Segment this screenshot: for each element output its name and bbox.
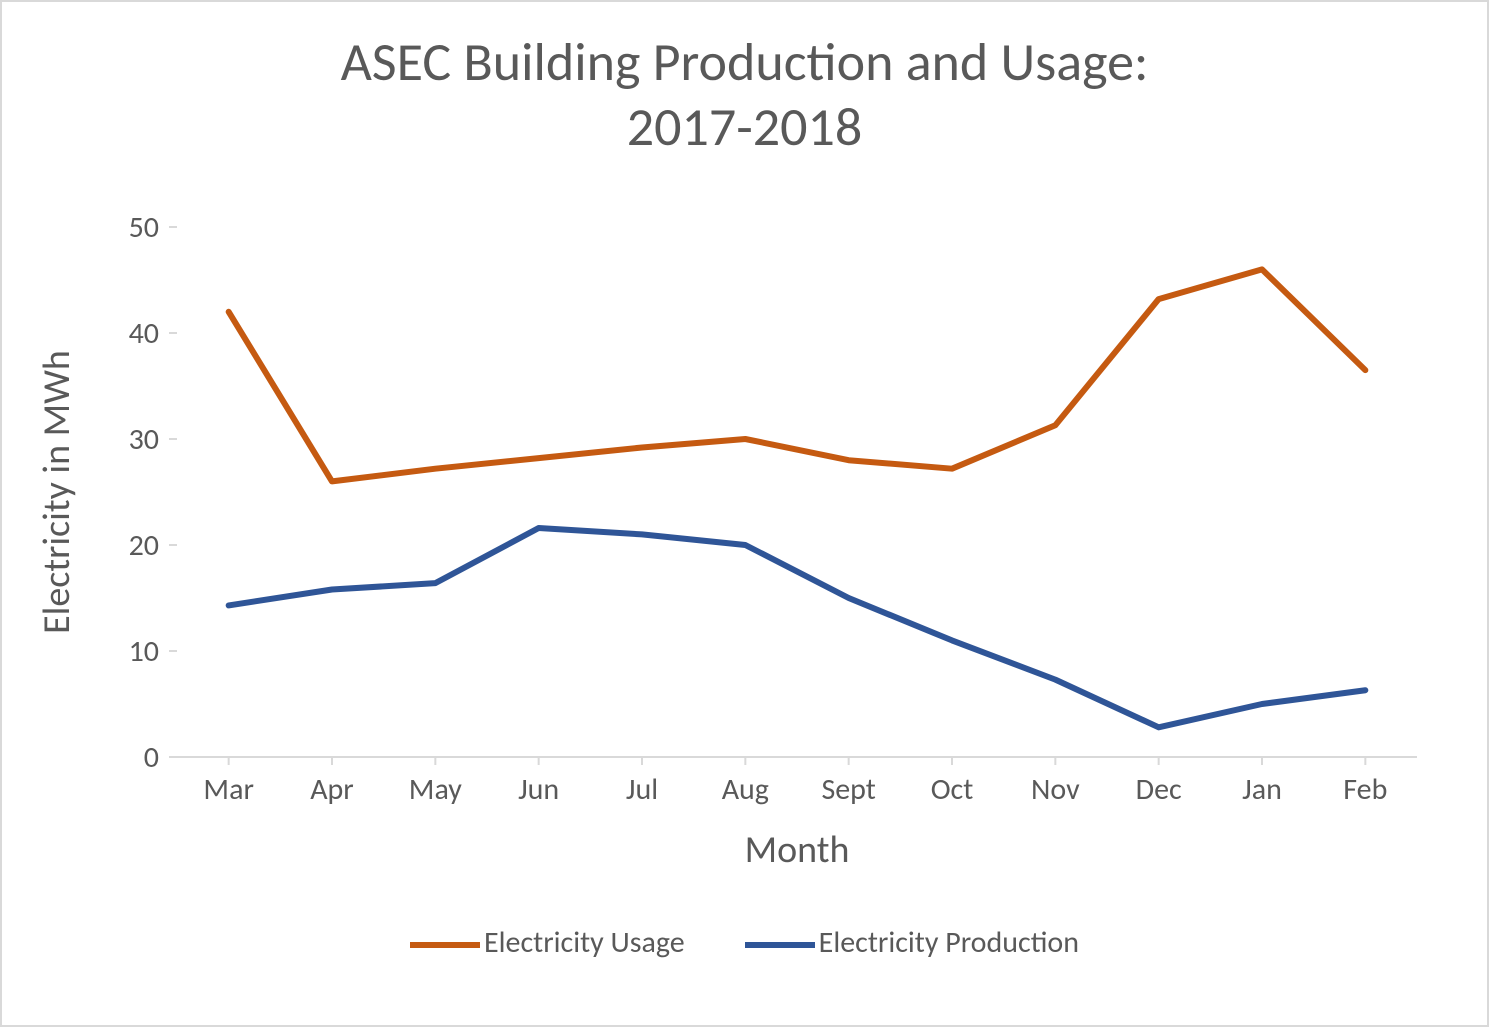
plot-area (177, 227, 1417, 757)
y-tick-label: 40 (129, 315, 159, 352)
legend-item: Electricity Usage (410, 924, 685, 961)
series-line (229, 528, 1366, 727)
x-tick-label: Jan (1210, 771, 1313, 808)
y-axis-label: Electricity in MWh (34, 350, 80, 634)
y-tick-label: 50 (129, 209, 159, 246)
chart-title-line1: ASEC Building Production and Usage: (341, 29, 1149, 95)
legend-label: Electricity Usage (484, 924, 685, 961)
legend-swatch (745, 942, 815, 948)
chart-title: ASEC Building Production and Usage: 2017… (2, 30, 1487, 160)
x-tick-label: Jul (590, 771, 693, 808)
x-axis-label: Month (177, 827, 1417, 873)
y-tick-label: 20 (129, 527, 159, 564)
x-tick-label: Sept (797, 771, 900, 808)
y-tick-label: 0 (144, 739, 159, 776)
x-tick-label: Feb (1314, 771, 1417, 808)
x-tick-label: Oct (900, 771, 1003, 808)
series-line (229, 269, 1366, 481)
x-tick-label: Dec (1107, 771, 1210, 808)
x-tick-label: Nov (1004, 771, 1107, 808)
legend-item: Electricity Production (745, 924, 1079, 961)
x-tick-label: Aug (694, 771, 797, 808)
x-tick-label: Jun (487, 771, 590, 808)
legend: Electricity Usage Electricity Production (2, 922, 1487, 961)
y-tick-label: 10 (129, 633, 159, 670)
x-tick-label: May (384, 771, 487, 808)
legend-swatch (410, 942, 480, 948)
x-tick-label: Mar (177, 771, 280, 808)
x-tick-label: Apr (280, 771, 383, 808)
chart-container: ASEC Building Production and Usage: 2017… (0, 0, 1489, 1027)
y-tick-label: 30 (129, 421, 159, 458)
legend-label: Electricity Production (819, 924, 1079, 961)
chart-title-line2: 2017-2018 (627, 94, 863, 160)
